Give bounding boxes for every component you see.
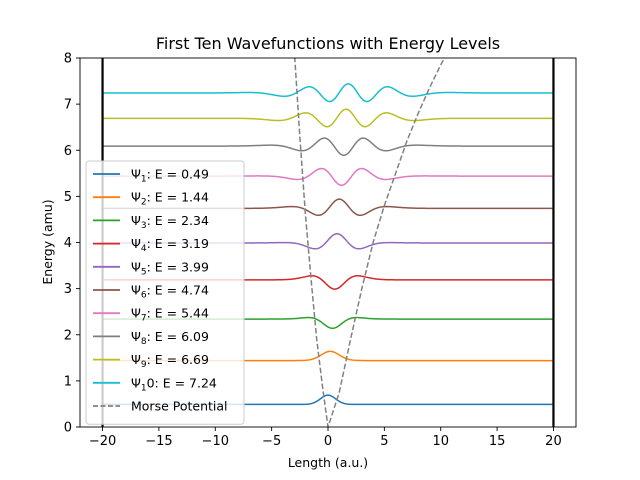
legend-label-7: Ψ7: E = 5.44 [131, 306, 209, 324]
x-tick-label: 20 [545, 434, 562, 449]
x-tick-label: 15 [489, 434, 506, 449]
x-tick-label: −15 [145, 434, 172, 449]
y-tick-label: 2 [64, 328, 72, 343]
y-tick-label: 5 [64, 190, 72, 205]
legend-box [85, 160, 245, 425]
x-axis-label: Length (a.u.) [288, 455, 368, 470]
x-tick-label: −20 [89, 434, 116, 449]
chart-title: First Ten Wavefunctions with Energy Leve… [156, 34, 500, 53]
legend-label-potential: Morse Potential [131, 399, 228, 414]
series-line-8 [102, 137, 554, 157]
legend-label-3: Ψ3: E = 2.34 [131, 213, 209, 231]
legend-label-10: Ψ10: E = 7.24 [131, 375, 217, 393]
y-tick-label: 4 [64, 236, 72, 251]
x-tick-label: 0 [324, 434, 332, 449]
legend-label-4: Ψ4: E = 3.19 [131, 236, 209, 254]
legend-label-8: Ψ8: E = 6.09 [131, 329, 209, 347]
morse-potential-line [294, 58, 446, 427]
x-tick-label: −10 [202, 434, 229, 449]
y-tick-label: 8 [64, 52, 72, 67]
legend: Ψ1: E = 0.49 Ψ2: E = 1.44 Ψ3: E = 2.34 Ψ4: … [85, 160, 245, 425]
legend-label-9: Ψ9: E = 6.69 [131, 352, 209, 370]
y-tick-label: 7 [64, 98, 72, 113]
axes: −20 −15 −10 −5 0 5 10 15 20 0 1 2 3 4 5 6 7 8 [64, 52, 577, 449]
y-tick-label: 3 [64, 282, 72, 297]
series-line-9 [102, 108, 554, 128]
x-tick-label: 10 [432, 434, 449, 449]
series-line-10 [102, 83, 554, 103]
legend-label-6: Ψ6: E = 4.74 [131, 283, 209, 301]
y-tick-label: 0 [64, 421, 72, 436]
y-tick-label: 6 [64, 144, 72, 159]
x-tick-label: 5 [380, 434, 388, 449]
legend-label-2: Ψ2: E = 1.44 [131, 190, 209, 208]
y-axis-label: Energy (amu) [40, 199, 55, 284]
y-tick-label: 1 [64, 374, 72, 389]
legend-label-5: Ψ5: E = 3.99 [131, 259, 209, 277]
legend-label-1: Ψ1: E = 0.49 [131, 167, 209, 185]
x-tick-label: −5 [262, 434, 281, 449]
